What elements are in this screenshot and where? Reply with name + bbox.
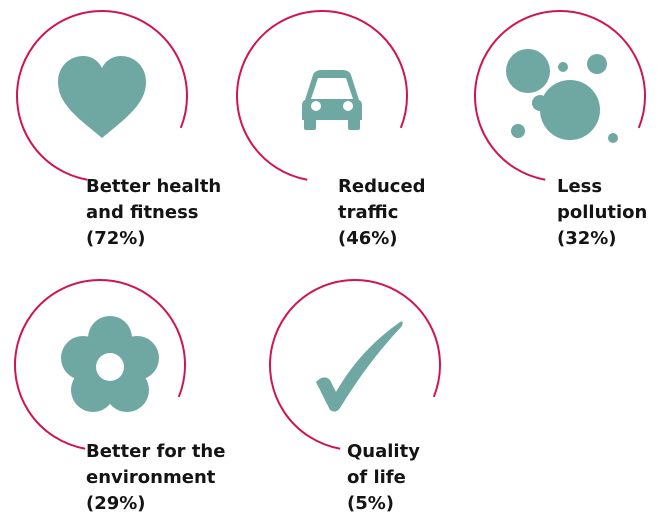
check-icon: [316, 321, 403, 412]
item-label: traffic: [338, 202, 398, 223]
ring: [236, 10, 408, 181]
item-label: and fitness: [86, 202, 199, 223]
item-label: Quality: [347, 441, 420, 462]
item-label: pollution: [557, 202, 647, 223]
item-label: (29%): [86, 493, 146, 514]
car-icon: [302, 70, 362, 130]
flower-icon: [61, 316, 159, 412]
item-label: (5%): [347, 493, 394, 514]
item-label: Less: [557, 176, 602, 197]
ring: [14, 279, 186, 450]
pollution-icon: [506, 49, 618, 143]
item-label: Better for the: [86, 441, 225, 462]
ring: [474, 10, 646, 181]
heart-icon: [58, 56, 146, 138]
item-label: (72%): [86, 228, 146, 249]
ring: [269, 279, 441, 450]
item-label: Reduced: [338, 176, 426, 197]
item-label: (32%): [557, 228, 617, 249]
item-label: of life: [347, 467, 406, 488]
item-label: environment: [86, 467, 216, 488]
ring: [16, 10, 188, 181]
item-label: Better health: [86, 176, 221, 197]
item-label: (46%): [338, 228, 398, 249]
